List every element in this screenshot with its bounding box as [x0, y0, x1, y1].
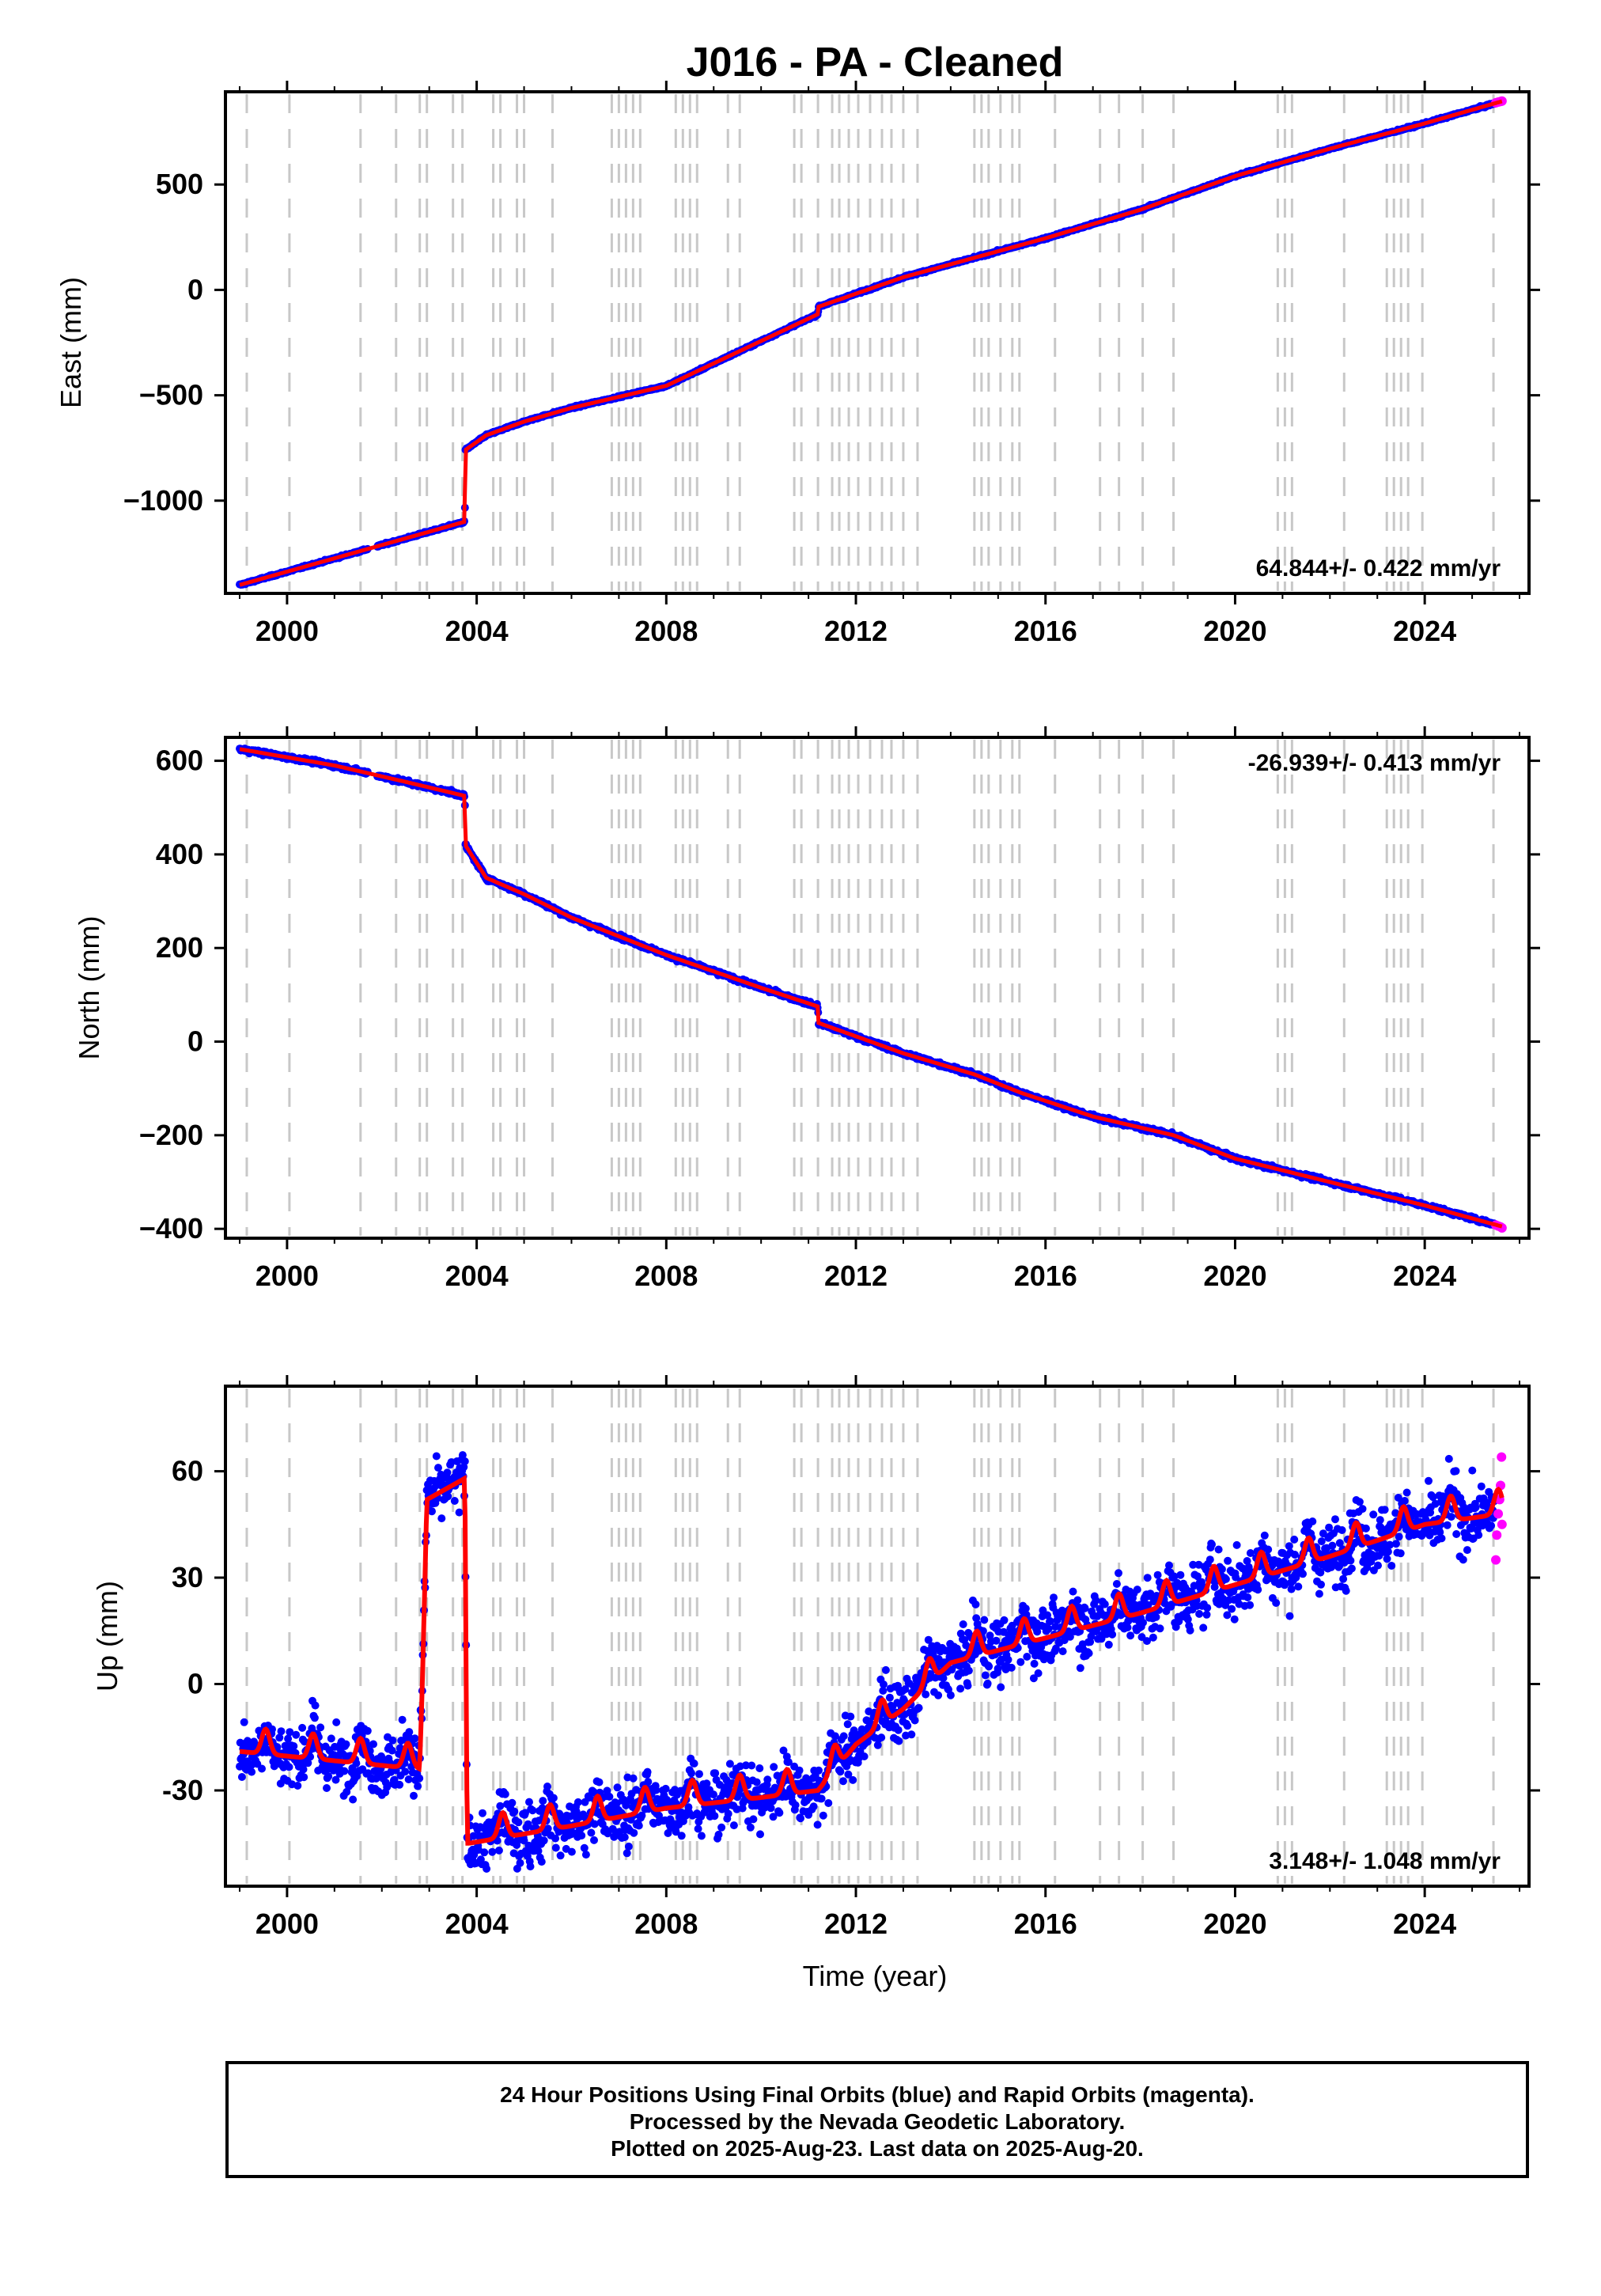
x-tick-label: 2020 [1203, 1260, 1266, 1292]
final-orbit-point [293, 1782, 302, 1790]
x-tick-label: 2008 [634, 615, 698, 647]
y-tick-label: −200 [139, 1119, 203, 1151]
final-orbit-point [342, 1740, 350, 1749]
x-tick-label: 2012 [824, 1260, 888, 1292]
y-tick-label: −400 [139, 1212, 203, 1245]
offset-lines [245, 1389, 1495, 1884]
final-orbit-point [363, 1726, 372, 1735]
final-orbit-point [284, 1734, 293, 1743]
east-panel: 2000 2004 2008 2012 2016 2020 2024 500 0 −500 −100… [55, 81, 1540, 647]
final-orbit-point [285, 1763, 293, 1771]
x-tick-label: 2016 [1014, 1260, 1077, 1292]
y-tick-label: 500 [156, 168, 203, 200]
y-tick-label: −500 [139, 379, 203, 411]
final-orbit-point [300, 1773, 308, 1782]
x-tick-label: 2000 [255, 1260, 319, 1292]
x-tick-label: 2024 [1393, 615, 1456, 647]
final-orbit-point [290, 1742, 298, 1750]
offset-lines [245, 94, 1495, 591]
final-orbit-point [323, 1784, 331, 1792]
x-tick-label: 2016 [1014, 615, 1077, 647]
final-orbit-point [237, 1773, 246, 1781]
final-orbit-point [277, 1727, 286, 1736]
final-orbit-point [349, 1795, 358, 1804]
final-orbit-point [298, 1723, 307, 1732]
figure-title: J016 - PA - Cleaned [687, 40, 1064, 85]
final-orbit-point [258, 1764, 266, 1773]
y-tick-label: −1000 [123, 484, 203, 517]
y-tick-label: 0 [187, 1025, 203, 1058]
y-tick-label: 0 [187, 273, 203, 305]
x-tick-label: 2020 [1203, 615, 1266, 647]
y-axis-label: East (mm) [55, 277, 87, 408]
x-tick-label: 2012 [824, 615, 888, 647]
final-orbit-point [292, 1730, 301, 1739]
final-orbit-point [248, 1767, 256, 1776]
final-orbit-point [327, 1734, 335, 1743]
x-tick-label: 2004 [445, 1260, 509, 1292]
x-tick-label: 2004 [445, 615, 509, 647]
x-tick-label: 2024 [1393, 1260, 1456, 1292]
x-tick-label: 2008 [634, 1260, 698, 1292]
final-orbit-point [310, 1714, 319, 1722]
final-orbit-point [340, 1767, 349, 1775]
y-tick-label: 400 [156, 838, 203, 870]
final-orbit-point [369, 1740, 377, 1749]
final-orbit-point [316, 1723, 325, 1732]
y-tick-label: 200 [156, 931, 203, 964]
y-tick-label: 600 [156, 744, 203, 777]
y-axis-label: North (mm) [73, 916, 105, 1060]
final-orbit-point [332, 1718, 341, 1726]
north-panel: 2000 2004 2008 2012 2016 2020 20246004002000−2… [73, 726, 1540, 1292]
final-orbit-point [240, 1718, 248, 1726]
final-orbit-point [311, 1701, 320, 1710]
velocity-label: 64.844+/- 0.422 mm/yr [1256, 555, 1501, 582]
velocity-label: -26.939+/- 0.413 mm/yr [1248, 750, 1501, 776]
x-tick-label: 2000 [255, 615, 319, 647]
offset-lines [245, 740, 1495, 1236]
